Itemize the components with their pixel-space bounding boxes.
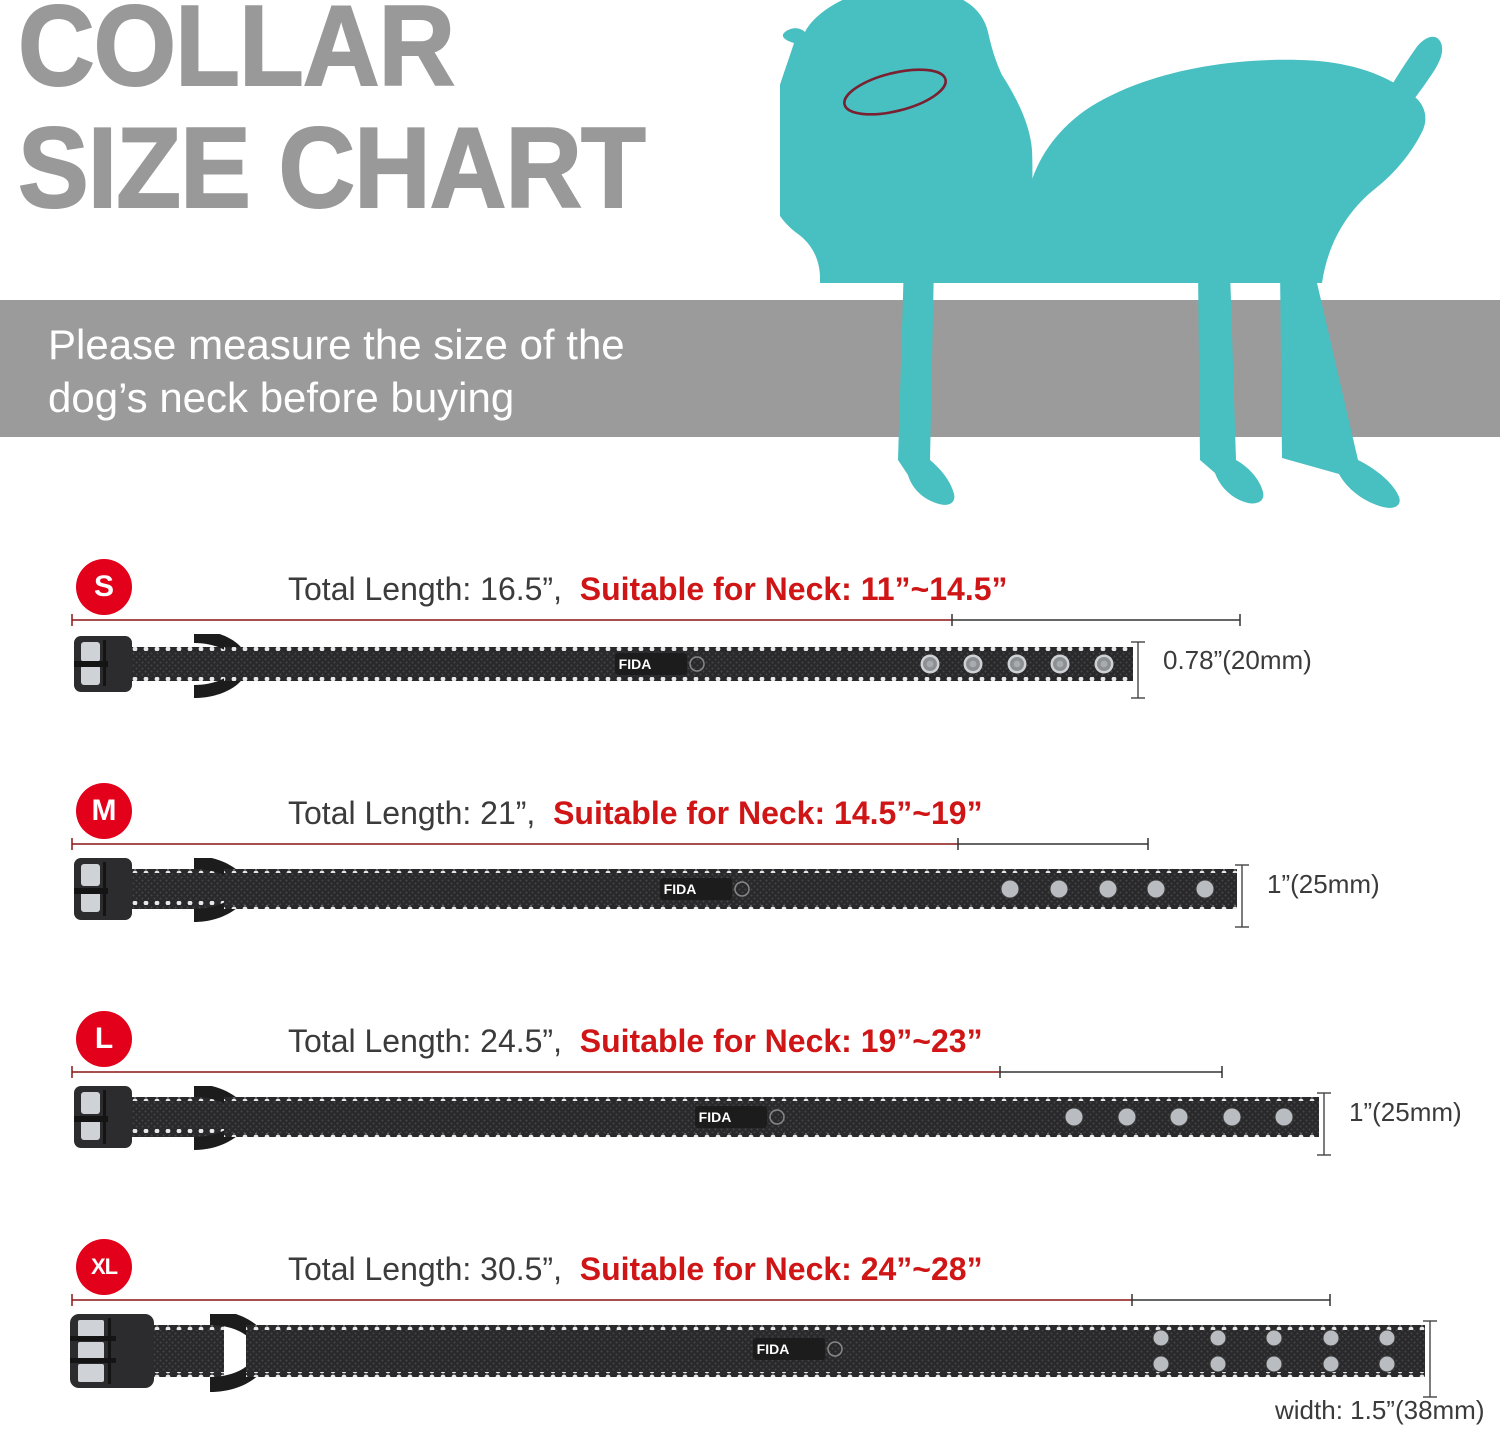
- svg-text:FIDA: FIDA: [664, 881, 697, 897]
- svg-text:FIDA: FIDA: [699, 1109, 732, 1125]
- svg-text:FIDA: FIDA: [619, 656, 652, 672]
- svg-text:FIDA: FIDA: [757, 1341, 790, 1357]
